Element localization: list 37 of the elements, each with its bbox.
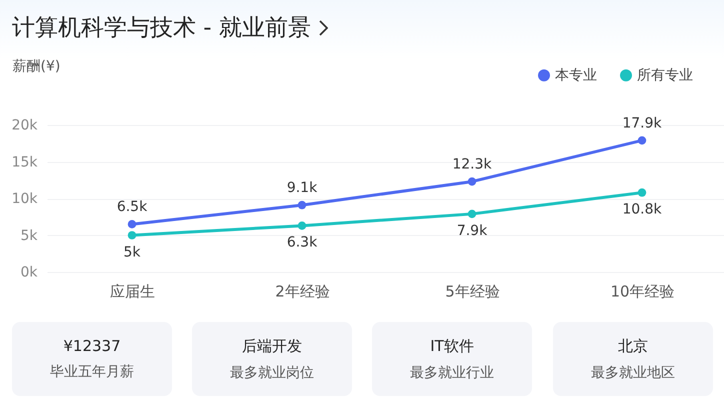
point (128, 231, 136, 240)
y-tick-label: 10k (12, 191, 38, 207)
x-tick-label: 5年经验 (445, 282, 500, 300)
x-tick-label: 10年经验 (610, 282, 675, 300)
data-label: 5k (123, 244, 142, 260)
point (128, 220, 136, 228)
point (638, 136, 646, 145)
data-label: 12.3k (452, 156, 493, 173)
x-tick-label: 应届生 (110, 282, 155, 300)
data-label: 17.9k (622, 115, 663, 132)
text: 最多就业岗位 (229, 364, 315, 382)
text: 后端开发 (241, 337, 303, 356)
point (298, 222, 306, 230)
text: 最多就业行业 (409, 364, 495, 382)
y-tick-label: 15k (12, 154, 38, 170)
legend-label: 本专业 (555, 67, 597, 84)
legend-label: 所有专业 (637, 67, 693, 84)
data-label: 9.1k (286, 180, 318, 196)
text: 毕业五年月薪 (49, 363, 135, 381)
y-tick-label: 5k (20, 228, 38, 244)
point (638, 188, 646, 197)
data-label: 7.9k (456, 222, 488, 239)
y-axis-title: 薪酬(¥) (12, 58, 60, 74)
text: 北京 (617, 337, 649, 356)
text: IT软件 (429, 337, 475, 356)
data-label: 6.5k (116, 199, 148, 216)
chart-title: 计算机科学与技术 - 就业前景 (12, 14, 311, 43)
text: 最多就业地区 (590, 364, 676, 382)
data-label: 10.8k (622, 202, 663, 218)
point (468, 210, 476, 218)
data-label: 6.3k (286, 234, 318, 251)
x-tick-label: 2年经验 (275, 282, 330, 300)
y-tick-label: 20k (12, 118, 38, 134)
point (468, 177, 476, 186)
point (298, 200, 306, 210)
y-tick-label: 0k (20, 264, 38, 280)
text: ¥12337 (62, 337, 122, 355)
